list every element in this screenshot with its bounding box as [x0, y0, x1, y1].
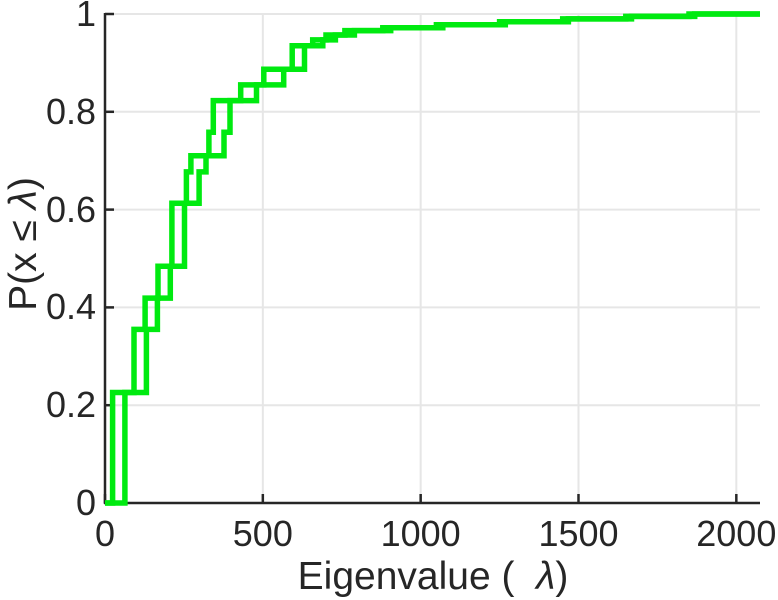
y-tick-label: 0.6	[45, 188, 96, 230]
x-tick-label: 500	[232, 513, 293, 554]
axes	[103, 12, 760, 505]
lambda-symbol: λ	[536, 555, 556, 598]
y-tick-label: 0.2	[45, 384, 96, 426]
x-axis-label-close: )	[555, 555, 569, 598]
ecdf-curve-2	[105, 11, 760, 506]
x-tick-label: 2000	[696, 513, 777, 554]
lambda-symbol: λ	[2, 190, 45, 210]
y-tick-label: 0.4	[45, 286, 96, 328]
y-tick-label: 1	[75, 0, 96, 34]
y-tick-label: 0	[75, 482, 96, 523]
y-axis-label: P(x ≤ λ)	[2, 177, 45, 311]
x-tick-label: 0	[94, 513, 116, 554]
x-axis-label: Eigenvalue ( λ)	[203, 557, 663, 597]
y-tick-label: 0.8	[45, 90, 96, 132]
x-tick-label: 1500	[538, 513, 619, 554]
ecdf-curve-1	[105, 11, 760, 506]
x-axis-label-text: Eigenvalue (	[297, 555, 537, 598]
y-axis-label-close: )	[2, 177, 45, 191]
x-tick-label: 1000	[380, 513, 461, 554]
ecdf-curves	[105, 11, 760, 506]
grid-lines	[105, 13, 760, 503]
y-axis-label-text: P(x ≤	[2, 209, 45, 311]
